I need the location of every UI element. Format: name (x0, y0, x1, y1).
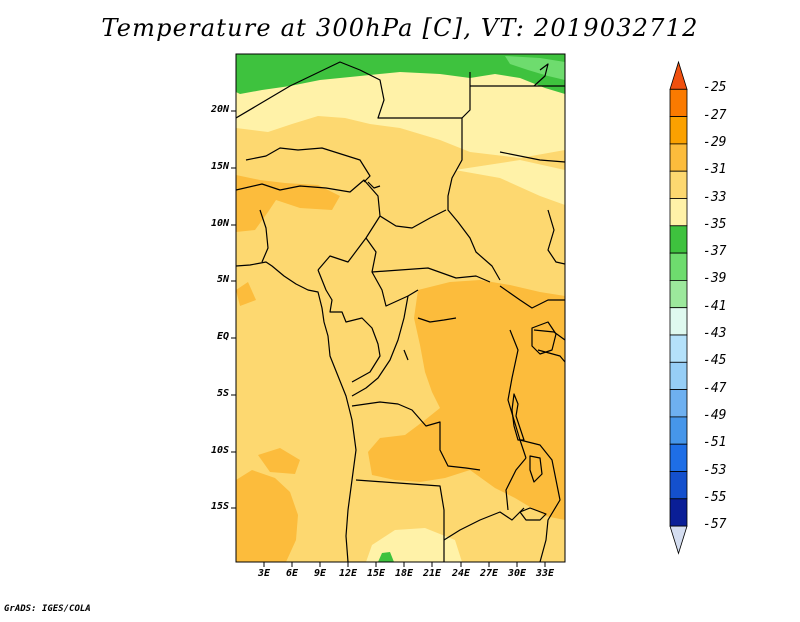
lat-label: 20N (210, 104, 229, 115)
colorbar-box (669, 416, 688, 445)
field-band-minus-29-patch (258, 448, 300, 474)
colorbar-box (669, 361, 688, 390)
lon-label: 9E (313, 568, 327, 579)
chart-title: Temperature at 300hPa [C], VT: 201903271… (101, 14, 699, 42)
colorbar-box (669, 334, 688, 363)
colorbar-box (669, 252, 688, 281)
field-band-minus-29-congo (368, 280, 565, 520)
axis-ticks (231, 110, 546, 567)
border-line (259, 209, 269, 263)
border-line (236, 179, 381, 271)
border-line (245, 147, 371, 183)
colorbar-label: -39 (703, 271, 727, 287)
border-line (499, 285, 565, 309)
colorbar-box (669, 307, 688, 336)
field-band-minus-29-patch (236, 282, 256, 306)
colorbar-label: -27 (703, 107, 727, 123)
lon-label: 33E (535, 568, 555, 579)
west-africa-coastline (236, 261, 357, 562)
border-line (355, 479, 445, 562)
border-line (379, 209, 447, 229)
river-outline (417, 317, 457, 323)
map-frame (235, 53, 566, 563)
colorbar-top-triangle (669, 60, 688, 90)
field-band-minus-33-northeast (455, 160, 565, 205)
lat-label: 10N (210, 218, 229, 229)
colorbar-label: -49 (703, 407, 727, 423)
border-line (371, 267, 491, 283)
colorbar-box (669, 443, 688, 472)
lon-label: 18E (394, 568, 414, 579)
lon-label: 24E (451, 568, 471, 579)
lake-outline (529, 455, 543, 483)
border-line (519, 439, 561, 562)
border-line (505, 457, 527, 511)
border-line (317, 269, 381, 383)
colorbar-box (669, 471, 688, 500)
border-line (351, 295, 409, 397)
lat-label: EQ (216, 331, 229, 342)
colorbar-box (669, 116, 688, 145)
lat-label: 10S (210, 445, 229, 456)
field-band-minus-37-northeast (505, 56, 565, 80)
colorbar (669, 60, 688, 555)
lake-outline (511, 393, 525, 441)
boundaries (236, 61, 565, 562)
field-band-minus-29-southwest (236, 470, 298, 562)
lon-label: 27E (479, 568, 499, 579)
colorbar-box (669, 279, 688, 309)
colorbar-label: -41 (703, 298, 727, 314)
border-line (351, 401, 481, 471)
colorbar-box (669, 170, 688, 199)
colorbar-box (669, 498, 688, 527)
colorbar-label: -33 (703, 189, 727, 205)
colorbar-label: -47 (703, 380, 727, 396)
field-band-minus-35-south (378, 552, 394, 562)
lon-label: 3E (257, 568, 271, 579)
colorbar-label: -43 (703, 326, 727, 341)
colorbar-box (669, 225, 688, 254)
credit-text: GrADS: IGES/COLA (4, 604, 91, 614)
colorbar-label: -25 (703, 80, 727, 96)
border-line (499, 151, 565, 163)
river-outline (403, 349, 409, 361)
colorbar-label: -53 (703, 462, 727, 478)
colorbar-box (669, 143, 688, 172)
lon-label: 12E (338, 568, 358, 579)
lat-label: 5S (216, 388, 229, 399)
colorbar-label: -55 (703, 489, 727, 505)
lake-outline (519, 507, 547, 521)
colorbar-label: -51 (703, 435, 727, 451)
lon-label: 30E (507, 568, 527, 579)
temperature-field (236, 54, 565, 562)
border-line (443, 507, 525, 541)
lon-label: 6E (285, 568, 299, 579)
colorbar-label: -37 (703, 244, 727, 260)
lat-label: 15S (210, 501, 229, 512)
colorbar-label: -57 (703, 517, 727, 533)
colorbar-box (669, 389, 688, 418)
lon-label: 21E (422, 568, 442, 579)
colorbar-bottom-triangle (669, 525, 688, 555)
colorbar-label: -35 (703, 216, 727, 232)
lat-label: 15N (210, 161, 229, 172)
lake-outline (531, 321, 557, 355)
colorbar-label: -29 (703, 134, 727, 150)
lon-label: 15E (366, 568, 386, 579)
lake-outline (367, 181, 381, 189)
river-outline (533, 63, 549, 87)
colorbar-label: -31 (703, 162, 727, 178)
lat-label: 5N (216, 274, 229, 285)
colorbar-label: -45 (703, 353, 727, 369)
field-band-minus-35-north (236, 54, 565, 94)
colorbar-box (669, 88, 688, 118)
border-line (461, 72, 471, 119)
border-line (547, 209, 565, 265)
colorbar-box (669, 198, 688, 227)
